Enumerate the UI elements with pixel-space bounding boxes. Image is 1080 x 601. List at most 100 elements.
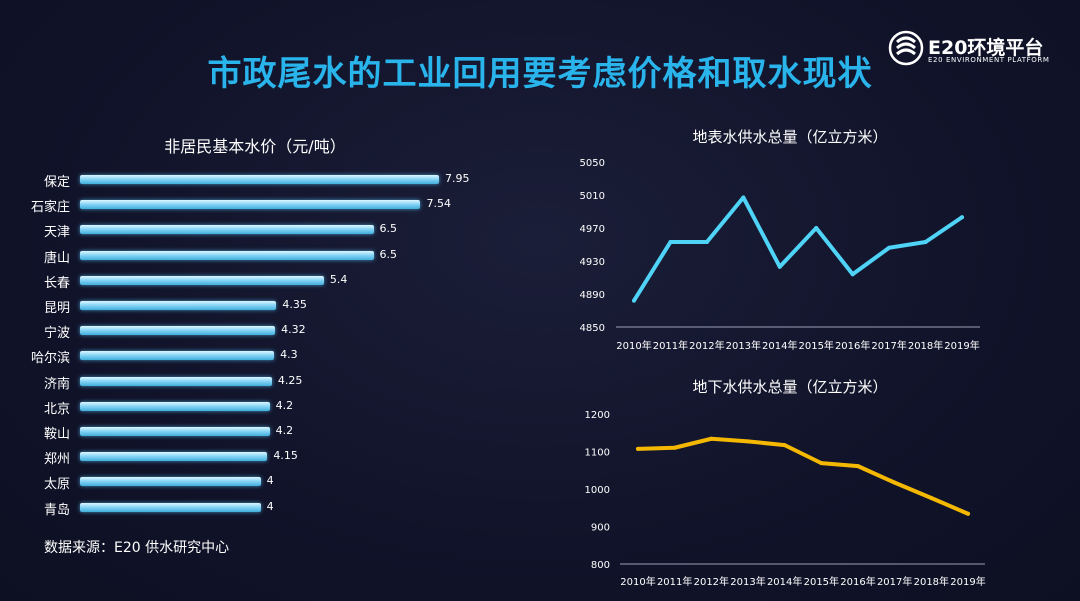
bar-chart-title: 非居民基本水价（元/吨） xyxy=(164,137,346,156)
data-point xyxy=(704,240,709,245)
x-tick-label: 2010年 xyxy=(616,339,651,352)
data-point xyxy=(850,272,855,277)
bar-value-label: 7.54 xyxy=(426,197,451,211)
bar-value-label: 4.3 xyxy=(280,348,298,362)
bar-value-label: 4.35 xyxy=(282,298,307,311)
bar xyxy=(80,477,261,487)
data-point xyxy=(782,443,787,448)
data-point xyxy=(668,240,673,245)
series-line xyxy=(632,195,964,303)
x-tick-label: 2014年 xyxy=(767,575,802,588)
bar-value-label: 6.5 xyxy=(379,247,398,261)
e20-logo-icon xyxy=(888,30,924,66)
x-tick-label: 2012年 xyxy=(694,575,729,588)
bar-value-label: 4.15 xyxy=(273,449,298,463)
y-tick-label: 900 xyxy=(591,523,610,534)
bar-category-label: 青岛 xyxy=(43,502,70,518)
surface-water-chart-title: 地表水供水总量（亿立方米） xyxy=(692,128,888,146)
bar-value-label: 4.2 xyxy=(275,424,294,437)
data-point xyxy=(746,439,750,444)
series-line xyxy=(636,436,970,516)
x-tick-label: 2010年 xyxy=(620,575,655,588)
bar-value-label: 4.32 xyxy=(281,323,306,337)
bar-value-label: 6.5 xyxy=(379,222,398,236)
bar-category-label: 郑州 xyxy=(43,452,70,468)
x-tick-label: 2015年 xyxy=(804,575,839,588)
bar xyxy=(80,401,270,411)
bar xyxy=(80,376,272,386)
x-tick-label: 2013年 xyxy=(726,339,761,352)
bar-category-label: 济南 xyxy=(43,376,70,392)
bar xyxy=(80,351,275,361)
bar xyxy=(80,175,439,184)
bar-category-label: 鞍山 xyxy=(43,427,70,442)
data-point xyxy=(923,240,928,245)
logo-subtitle: E20 ENVIRONMENT PLATFORM xyxy=(928,56,1050,64)
x-tick-label: 2016年 xyxy=(835,339,870,352)
y-tick-label: 5050 xyxy=(580,158,605,169)
y-tick-label: 4890 xyxy=(580,290,605,301)
bar xyxy=(80,250,374,260)
data-point xyxy=(966,511,970,516)
bar-value-label: 4.25 xyxy=(277,373,303,387)
data-point xyxy=(856,464,860,469)
x-tick-label: 2013年 xyxy=(730,575,765,588)
x-tick-label: 2015年 xyxy=(798,339,833,352)
bar-category-label: 北京 xyxy=(43,401,70,417)
bar-category-label: 昆明 xyxy=(43,301,70,316)
data-point xyxy=(819,461,824,466)
bar xyxy=(80,502,261,512)
y-tick-label: 1100 xyxy=(585,448,610,459)
y-tick-label: 4970 xyxy=(580,224,605,235)
x-tick-label: 2014年 xyxy=(762,339,797,352)
e20-logo: E20环境平台 E20 ENVIRONMENT PLATFORM xyxy=(888,30,1053,70)
data-point xyxy=(960,215,964,220)
data-point xyxy=(741,195,746,200)
bar-category-label: 长春 xyxy=(43,275,70,291)
y-tick-label: 1200 xyxy=(585,410,610,421)
bar xyxy=(80,225,374,235)
groundwater-chart-title: 地下水供水总量（亿立方米） xyxy=(692,378,888,396)
bar-value-label: 7.95 xyxy=(445,172,470,185)
data-point xyxy=(814,226,819,230)
bar-category-label: 石家庄 xyxy=(30,200,70,216)
page-title: 市政尾水的工业回用要考虑价格和取水现状 xyxy=(207,54,873,94)
y-tick-label: 4850 xyxy=(580,323,605,334)
bar-category-label: 保定 xyxy=(43,175,70,190)
y-tick-label: 800 xyxy=(591,560,610,571)
x-tick-label: 2018年 xyxy=(908,339,943,352)
logo-name: E20环境平台 xyxy=(928,37,1044,59)
bar xyxy=(80,275,324,285)
x-tick-label: 2018年 xyxy=(914,575,949,588)
x-tick-label: 2017年 xyxy=(877,575,912,588)
data-point xyxy=(892,480,897,485)
data-point xyxy=(929,496,934,500)
bar xyxy=(80,200,421,210)
data-point xyxy=(636,446,640,451)
y-tick-label: 4930 xyxy=(580,257,605,268)
data-point xyxy=(672,445,677,450)
bar-category-label: 唐山 xyxy=(43,250,70,266)
x-tick-label: 2011年 xyxy=(653,339,688,352)
bar-value-label: 4 xyxy=(266,474,274,488)
bar-value-label: 5.4 xyxy=(329,272,348,286)
x-tick-label: 2016年 xyxy=(840,575,875,588)
x-tick-label: 2011年 xyxy=(657,575,692,588)
bar xyxy=(80,452,268,462)
bar xyxy=(80,326,276,336)
bar xyxy=(80,301,277,310)
bar-category-label: 宁波 xyxy=(43,326,70,342)
x-tick-label: 2017年 xyxy=(871,339,906,352)
data-point xyxy=(777,264,782,269)
bar-value-label: 4 xyxy=(266,499,274,513)
data-source: 数据来源：E20 供水研究中心 xyxy=(44,540,230,556)
x-tick-label: 2019年 xyxy=(944,339,979,352)
y-tick-label: 1000 xyxy=(585,485,610,496)
bar-category-label: 天津 xyxy=(43,225,70,241)
data-point xyxy=(709,436,714,441)
y-tick-label: 5010 xyxy=(580,191,605,202)
x-tick-label: 2012年 xyxy=(689,339,724,352)
data-point xyxy=(887,245,892,250)
